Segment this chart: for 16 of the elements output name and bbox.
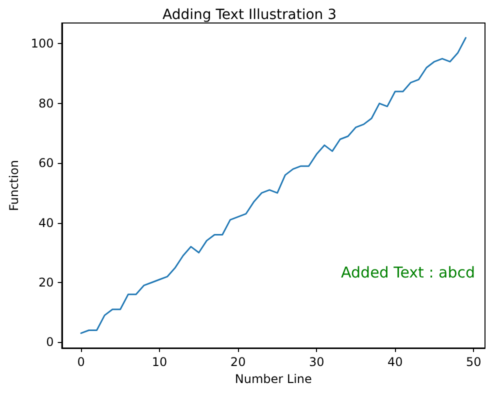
x-tick-label: 0 — [77, 355, 85, 369]
y-tick-label: 80 — [38, 96, 54, 110]
y-tick-label: 20 — [38, 275, 54, 290]
chart-title: Adding Text Illustration 3 — [162, 7, 337, 23]
x-tick-label: 30 — [308, 355, 324, 369]
annotation: Added Text : abcd — [341, 264, 475, 282]
y-tick-label: 40 — [38, 216, 54, 230]
x-tick-label: 20 — [230, 355, 246, 369]
x-tick-label: 40 — [387, 355, 403, 369]
x-axis-title: Number Line — [234, 372, 312, 386]
y-tick-label: 100 — [30, 36, 54, 51]
x-tick-label: 50 — [466, 355, 482, 369]
y-axis-title: Function — [7, 160, 21, 212]
y-tick-label: 60 — [38, 156, 54, 170]
x-tick-label: 10 — [152, 355, 168, 369]
y-tick-label: 0 — [46, 335, 54, 350]
